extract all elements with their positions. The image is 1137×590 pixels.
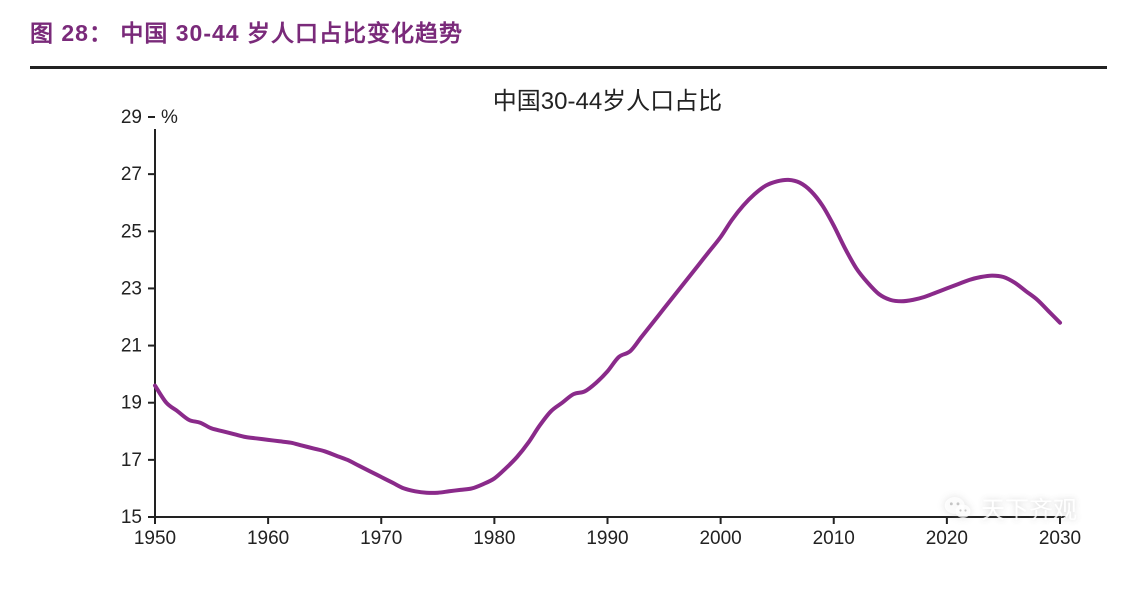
y-tick-label: 25 [121,221,142,242]
x-tick-label: 2010 [813,528,855,549]
y-tick-label: 21 [121,336,142,357]
series-line [155,180,1060,493]
x-tick-label: 2030 [1039,528,1081,549]
x-tick-label: 1990 [586,528,628,549]
y-tick-label: 19 [121,393,142,414]
y-tick-label: 17 [121,450,142,471]
x-tick-label: 1980 [473,528,515,549]
x-tick-label: 1970 [360,528,402,549]
x-tick-label: 2020 [926,528,968,549]
chart-title: 中国30-44岁人口占比 [493,88,722,115]
header-rule [30,66,1107,69]
y-tick-label: 29 [121,107,142,128]
chart-area: 中国30-44岁人口占比% 15 17 19 21 23 25 27 29 1950 1960 197… [40,77,1097,567]
figure-title: 图 28： 中国 30-44 岁人口占比变化趋势 [30,20,463,46]
y-tick-label: 23 [121,278,142,299]
x-tick-label: 2000 [699,528,741,549]
x-tick-label: 1960 [247,528,289,549]
line-chart: 中国30-44岁人口占比% 15 17 19 21 23 25 27 29 1950 1960 197… [40,77,1097,567]
figure-header: 图 28： 中国 30-44 岁人口占比变化趋势 [0,0,1137,58]
y-axis-unit: % [161,107,178,128]
x-tick-label: 1950 [134,528,176,549]
y-tick-label: 27 [121,164,142,185]
y-tick-label: 15 [121,507,142,528]
